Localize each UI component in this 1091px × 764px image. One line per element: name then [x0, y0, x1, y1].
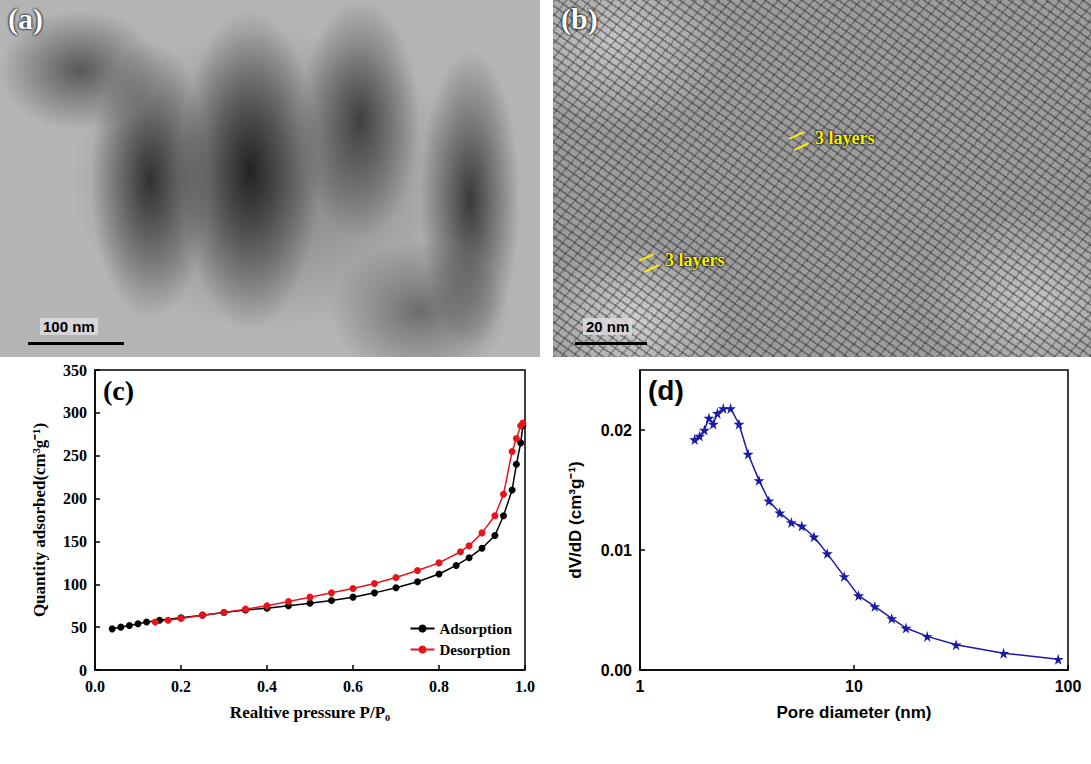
svg-text:250: 250: [63, 447, 87, 464]
svg-text:0.01: 0.01: [601, 542, 632, 559]
svg-text:Quantity adsorbed(cm³g⁻¹): Quantity adsorbed(cm³g⁻¹): [30, 423, 49, 617]
svg-text:1: 1: [636, 678, 645, 695]
svg-text:100: 100: [1055, 678, 1082, 695]
svg-text:0.00: 0.00: [601, 662, 632, 679]
svg-text:0.8: 0.8: [429, 678, 449, 695]
svg-text:0.2: 0.2: [171, 678, 191, 695]
svg-text:0.0: 0.0: [85, 678, 105, 695]
svg-text:0.02: 0.02: [601, 422, 632, 439]
svg-text:350: 350: [63, 362, 87, 379]
html-text:100 nm: 100 nm: [43, 318, 95, 335]
svg-text:(c): (c): [103, 375, 134, 406]
html-text:3 layers: 3 layers: [815, 128, 875, 148]
svg-text:150: 150: [63, 533, 87, 550]
svg-text:0.4: 0.4: [257, 678, 277, 695]
html-text:(a): (a): [8, 2, 43, 35]
svg-text:Pore diameter (nm): Pore diameter (nm): [777, 703, 932, 722]
svg-text:50: 50: [71, 619, 87, 636]
svg-text:100: 100: [63, 576, 87, 593]
svg-text:0.6: 0.6: [343, 678, 363, 695]
svg-text:Realtive pressure P/P₀: Realtive pressure P/P₀: [230, 703, 390, 722]
svg-text:200: 200: [63, 490, 87, 507]
svg-text:300: 300: [63, 404, 87, 421]
html-text:(b): (b): [561, 2, 598, 35]
svg-text:0: 0: [79, 662, 87, 679]
html-text:3 layers: 3 layers: [665, 250, 725, 270]
svg-text:(d): (d): [648, 375, 684, 406]
svg-text:10: 10: [845, 678, 863, 695]
svg-text:Adsorption: Adsorption: [439, 621, 512, 637]
html-text:20 nm: 20 nm: [586, 318, 630, 335]
svg-text:dV/dD (cm³g⁻¹): dV/dD (cm³g⁻¹): [566, 461, 585, 578]
svg-text:1.0: 1.0: [515, 678, 535, 695]
svg-text:Desorption: Desorption: [439, 642, 510, 658]
